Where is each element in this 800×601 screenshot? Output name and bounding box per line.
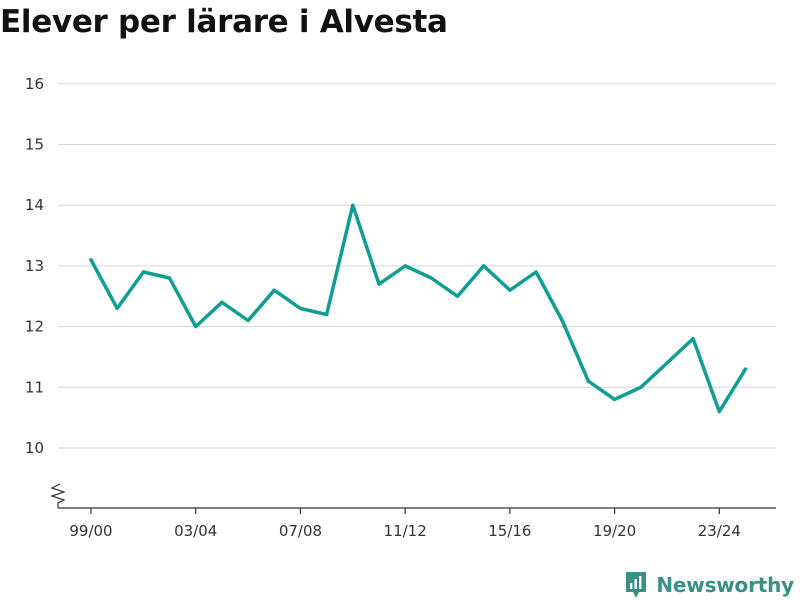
brand-name: Newsworthy	[656, 573, 794, 597]
data-point	[403, 264, 407, 268]
data-point	[639, 385, 643, 389]
y-axis-ticks: 10 11 12 13 14 15 16	[25, 75, 44, 457]
data-point	[272, 288, 276, 292]
x-tick-label: 19/20	[593, 522, 636, 540]
y-tick-label: 10	[25, 439, 44, 457]
data-point	[665, 361, 669, 365]
data-point	[429, 276, 433, 280]
data-point	[508, 288, 512, 292]
data-point	[560, 318, 564, 323]
x-tick-label: 07/08	[279, 522, 322, 540]
y-tick-label: 13	[25, 257, 44, 275]
data-point	[325, 312, 329, 317]
data-point	[482, 264, 486, 268]
data-point	[613, 397, 617, 402]
x-tick-label: 23/24	[698, 522, 741, 540]
data-point	[194, 325, 198, 329]
data-point	[246, 318, 250, 323]
data-point	[89, 258, 93, 262]
y-tick-label: 12	[25, 318, 44, 336]
data-point	[351, 203, 355, 207]
x-tick-label: 99/00	[69, 522, 112, 540]
data-point	[455, 294, 460, 298]
data-point	[298, 306, 303, 310]
data-point	[534, 270, 538, 274]
data-point	[377, 282, 381, 286]
x-tick-label: 11/12	[384, 522, 427, 540]
chart-title: Elever per lärare i Alvesta	[0, 4, 448, 40]
series-group	[89, 203, 748, 414]
series-line	[89, 203, 748, 414]
data-point	[717, 409, 721, 414]
data-point	[691, 337, 695, 341]
x-tick-label: 15/16	[488, 522, 531, 540]
data-point	[220, 300, 224, 304]
x-axis: 99/00 03/04 07/08 11/12 15/16 19/20 23/24	[50, 483, 776, 540]
data-point	[743, 367, 748, 371]
data-point	[141, 270, 145, 274]
x-tick-label: 03/04	[174, 522, 217, 540]
axis-break-icon	[50, 483, 66, 508]
data-point	[167, 276, 172, 280]
y-tick-label: 16	[25, 75, 44, 93]
brand-logo: Newsworthy	[624, 569, 794, 601]
y-tick-label: 11	[25, 378, 44, 396]
data-point	[586, 379, 591, 383]
data-point	[115, 306, 119, 310]
y-tick-label: 14	[25, 196, 44, 214]
y-tick-label: 15	[25, 136, 44, 154]
grid-lines	[58, 83, 776, 449]
newsworthy-logo-icon	[626, 572, 647, 598]
line-chart: 10 11 12 13 14 15 16 99/00 03/04 07/08 11/12 15/16…	[25, 75, 776, 540]
